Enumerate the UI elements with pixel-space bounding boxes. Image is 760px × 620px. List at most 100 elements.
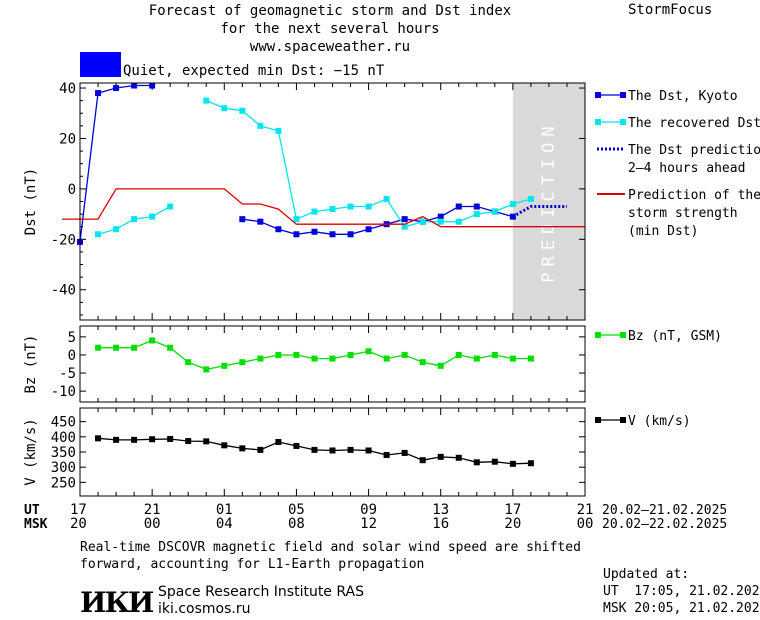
- data-point: [437, 213, 444, 220]
- data-point: [275, 127, 282, 134]
- msk-tick-label: 12: [360, 516, 377, 532]
- ut-tick-label: 17: [70, 502, 87, 518]
- data-point: [509, 201, 516, 208]
- data-point: [527, 195, 534, 202]
- data-point: [113, 226, 120, 233]
- data-point: [185, 359, 192, 366]
- data-point: [131, 216, 138, 223]
- data-point: [293, 216, 300, 223]
- ut-tick-label: 21: [144, 502, 161, 518]
- iki-logo: ИКИ: [80, 586, 154, 619]
- footnote-line-1: Real-time DSCOVR magnetic field and sola…: [80, 540, 581, 555]
- data-point: [473, 459, 480, 466]
- ut-label: UT: [24, 503, 40, 518]
- y-tick-label: 40: [59, 81, 76, 97]
- legend-marker: [595, 119, 601, 125]
- data-point: [149, 82, 156, 89]
- updated-msk: MSK 20:05, 21.02.2025: [603, 601, 760, 616]
- data-point: [437, 362, 444, 369]
- data-point: [131, 82, 138, 89]
- data-point: [167, 344, 174, 351]
- plot-frame: [79, 82, 586, 321]
- data-point: [455, 218, 462, 225]
- data-point: [185, 438, 192, 445]
- data-point: [401, 216, 408, 223]
- legend-label: 2–4 hours ahead: [628, 161, 745, 176]
- y-tick-label: -20: [51, 232, 76, 248]
- status-color-swatch: [80, 52, 121, 77]
- ut-tick-label: 05: [288, 502, 305, 518]
- data-point: [239, 107, 246, 114]
- data-point: [347, 231, 354, 238]
- data-point: [257, 122, 264, 129]
- y-tick-label: 450: [51, 415, 76, 431]
- y-tick-label: 5: [68, 330, 76, 346]
- data-point: [365, 348, 372, 355]
- data-point: [95, 90, 102, 97]
- msk-tick-label: 00: [144, 516, 161, 532]
- data-point: [113, 344, 120, 351]
- msk-tick-label: 16: [432, 516, 449, 532]
- legend-marker: [620, 119, 626, 125]
- msk-tick-label: 08: [288, 516, 305, 532]
- data-point: [293, 231, 300, 238]
- data-point: [293, 442, 300, 449]
- ut-tick-label: 13: [432, 502, 449, 518]
- data-point: [95, 344, 102, 351]
- legend-label: Bz (nT, GSM): [628, 329, 722, 344]
- title-line-2: for the next several hours: [220, 21, 440, 37]
- data-point: [347, 203, 354, 210]
- ut-date-range: 20.02–21.02.2025: [602, 503, 727, 518]
- data-point: [221, 362, 228, 369]
- y-tick-label: 0: [68, 182, 76, 198]
- y-tick-label: 0: [68, 348, 76, 364]
- series-line: [98, 339, 531, 371]
- y-tick-label: -5: [59, 366, 76, 382]
- data-point: [131, 344, 138, 351]
- y-tick-label: 300: [51, 460, 76, 476]
- data-point: [365, 203, 372, 210]
- data-point: [311, 228, 318, 235]
- institute-site[interactable]: iki.cosmos.ru: [158, 601, 251, 617]
- data-point: [509, 460, 516, 467]
- y-tick-label: 400: [51, 430, 76, 446]
- data-point: [401, 223, 408, 230]
- data-point: [275, 351, 282, 358]
- data-point: [527, 355, 534, 362]
- ut-tick-label: 01: [216, 502, 233, 518]
- data-point: [113, 85, 120, 92]
- updated-ut: UT 17:05, 21.02.2025: [603, 584, 760, 599]
- ut-tick-label: 17: [504, 502, 521, 518]
- data-point: [491, 208, 498, 215]
- legend-label: The Dst prediction: [628, 143, 760, 158]
- y-tick-label: -40: [51, 283, 76, 299]
- data-point: [95, 231, 102, 238]
- updated-label: Updated at:: [603, 567, 690, 582]
- data-point: [221, 442, 228, 449]
- title-line-3: www.spaceweather.ru: [249, 39, 411, 55]
- legend-marker: [620, 417, 626, 423]
- plot-frame: [79, 407, 586, 497]
- legend-label: Prediction of the: [628, 188, 760, 203]
- data-point: [437, 218, 444, 225]
- institute-name: Space Research Institute RAS: [158, 584, 364, 600]
- prediction-shade: [512, 83, 585, 320]
- data-point: [257, 355, 264, 362]
- msk-tick-label: 20: [70, 516, 87, 532]
- data-point: [527, 460, 534, 467]
- data-point: [311, 355, 318, 362]
- data-point: [167, 203, 174, 210]
- data-point: [365, 447, 372, 454]
- data-point: [311, 446, 318, 453]
- y-tick-label: 20: [59, 131, 76, 147]
- chart-title: Forecast of geomagnetic storm and Dst in…: [80, 2, 580, 56]
- data-point: [239, 445, 246, 452]
- msk-date-range: 20.02–22.02.2025: [602, 517, 727, 532]
- legend-label: storm strength: [628, 206, 738, 221]
- y-axis-label: Dst (nT): [23, 168, 39, 235]
- data-point: [455, 203, 462, 210]
- plot-frame: [79, 325, 586, 403]
- data-point: [239, 359, 246, 366]
- legend-marker: [620, 92, 626, 98]
- data-point: [275, 438, 282, 445]
